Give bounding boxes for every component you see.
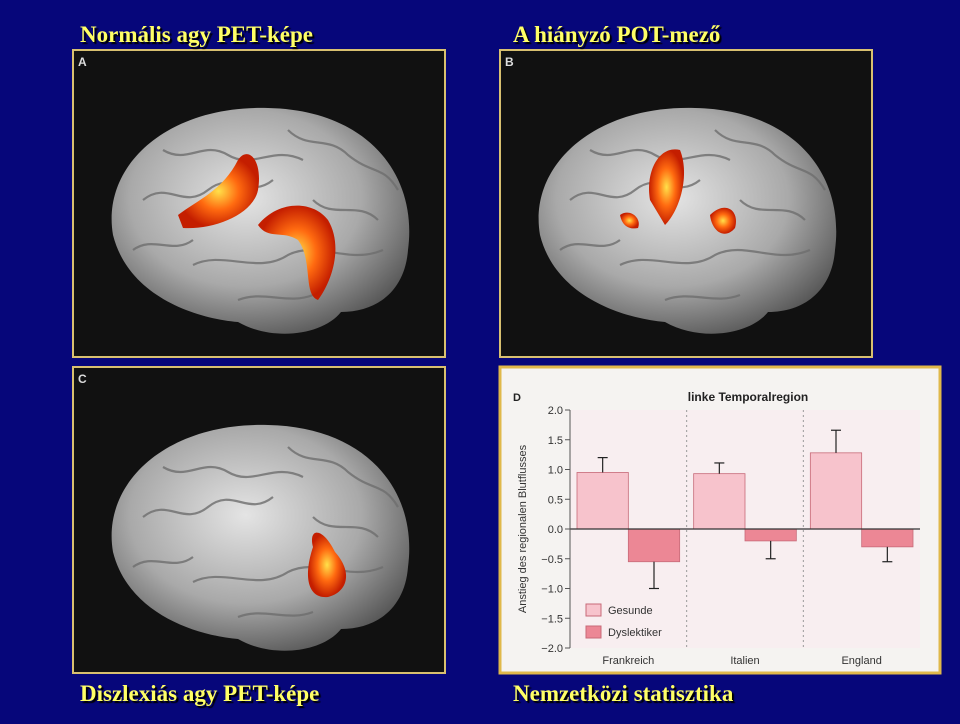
y-tick-label: −1.0 <box>541 584 563 596</box>
x-tick-label: Frankreich <box>602 655 654 667</box>
legend-label: Gesunde <box>608 605 653 617</box>
pet-image <box>499 49 873 358</box>
panel-label: B <box>505 55 514 69</box>
panel-label: A <box>78 55 87 69</box>
slide-title: A hiányzó POT-mező <box>513 22 721 47</box>
legend-label: Dyslektiker <box>608 627 662 639</box>
bar <box>861 528 914 548</box>
y-tick-label: −1.5 <box>541 613 563 625</box>
y-tick-label: 1.0 <box>548 465 563 477</box>
panel-label: C <box>78 372 87 386</box>
bar <box>693 473 746 530</box>
bar <box>809 452 863 530</box>
y-tick-label: 2.0 <box>548 405 563 417</box>
legend-swatch <box>585 603 602 617</box>
bar <box>627 528 681 563</box>
x-tick-label: Italien <box>730 655 759 667</box>
bar <box>744 528 797 542</box>
y-tick-label: 0.0 <box>548 524 563 536</box>
legend-swatch <box>585 625 602 639</box>
pet-image <box>72 49 446 358</box>
y-tick-label: 1.5 <box>548 435 563 447</box>
slide-title: Diszlexiás agy PET-képe <box>80 681 320 706</box>
y-tick-label: −2.0 <box>541 643 563 655</box>
slide-title: Nemzetközi statisztika <box>513 681 734 706</box>
bar <box>576 472 629 530</box>
panel-label: D <box>513 392 521 404</box>
x-tick-label: England <box>841 655 881 667</box>
y-axis-label: Anstieg des regionalen Blutflusses <box>517 444 529 613</box>
chart-title: linke Temporalregion <box>688 390 808 404</box>
y-tick-label: 0.5 <box>548 494 563 506</box>
slide-title: Normális agy PET-képe <box>80 22 313 47</box>
y-tick-label: −0.5 <box>541 554 563 566</box>
pet-image <box>72 366 446 674</box>
